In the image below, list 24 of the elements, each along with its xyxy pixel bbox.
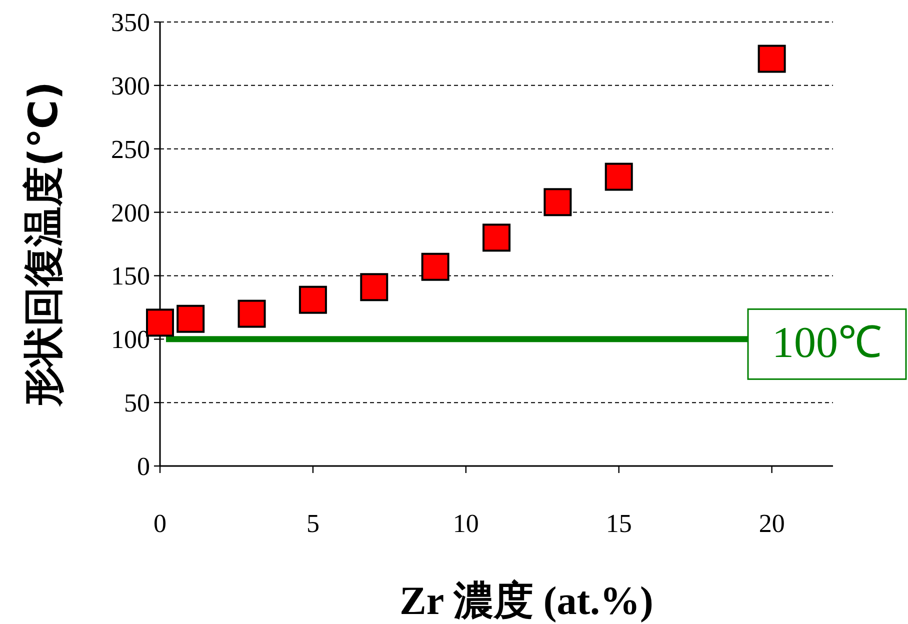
x-tick-label: 20: [758, 509, 785, 538]
point: [238, 300, 266, 328]
ref-line-label: 100℃: [772, 318, 882, 368]
y-tick-label: 150: [111, 262, 150, 291]
point: [360, 273, 388, 302]
y-tick-label: 250: [111, 134, 150, 164]
x-axis-title: Zr 濃度 (at.%): [400, 578, 654, 623]
x-tick-label: 10: [452, 509, 479, 538]
y-tick-label: 50: [124, 388, 150, 418]
y-tick-label: 0: [137, 452, 150, 481]
x-tick-label: 15: [606, 509, 632, 538]
y-tick-label: 350: [111, 8, 150, 37]
point: [176, 304, 205, 333]
point: [298, 286, 327, 314]
point: [482, 224, 510, 252]
point: [604, 162, 633, 191]
y-tick-label: 100: [111, 325, 150, 354]
point: [758, 44, 786, 73]
y-axis-title: 形状回復温度(℃): [21, 82, 67, 408]
x-tick-label: 5: [306, 509, 320, 538]
y-tick-label: 200: [111, 198, 150, 228]
y-tick-label: 300: [111, 71, 150, 100]
point: [421, 252, 450, 281]
point: [544, 188, 572, 216]
